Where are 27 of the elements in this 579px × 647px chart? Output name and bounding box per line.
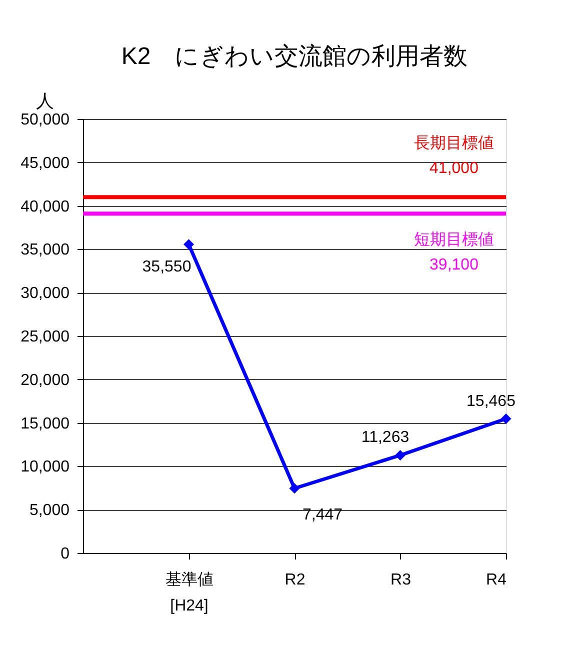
y-tick-label: 15,000 xyxy=(20,415,70,432)
y-tick-label: 30,000 xyxy=(20,285,70,302)
y-tick-label: 20,000 xyxy=(20,372,70,389)
ref-line-label: 長期目標値 41,000 xyxy=(414,134,494,178)
point xyxy=(289,483,300,494)
y-axis-title: 人 xyxy=(36,91,54,111)
data-label: 7,447 xyxy=(302,506,343,524)
x-tick-label: R3 xyxy=(390,572,412,588)
y-tick-label: 35,000 xyxy=(20,242,70,259)
data-label: 35,550 xyxy=(142,258,192,276)
y-tick-label: 0 xyxy=(60,546,70,562)
x-tick-label: R2 xyxy=(284,572,306,588)
y-tick-label: 5,000 xyxy=(29,502,70,520)
ref-line-label: 短期目標値 39,100 xyxy=(414,230,494,274)
y-tick-label: 25,000 xyxy=(20,328,70,346)
point xyxy=(184,239,194,250)
point xyxy=(500,414,512,424)
x-tick-label: R4 xyxy=(486,572,507,588)
point xyxy=(395,450,406,460)
y-tick-label: 10,000 xyxy=(20,458,70,476)
y-tick-label: 40,000 xyxy=(20,198,70,216)
y-tick-label: 45,000 xyxy=(20,154,70,172)
y-tick-label: 50,000 xyxy=(20,112,70,128)
data-label: 15,465 xyxy=(466,392,516,410)
data-label: 11,263 xyxy=(361,429,410,446)
chart-title: K2 にぎわい交流館の利用者数 xyxy=(121,43,468,70)
x-tick-label: 基準値 [H24] xyxy=(165,570,214,614)
